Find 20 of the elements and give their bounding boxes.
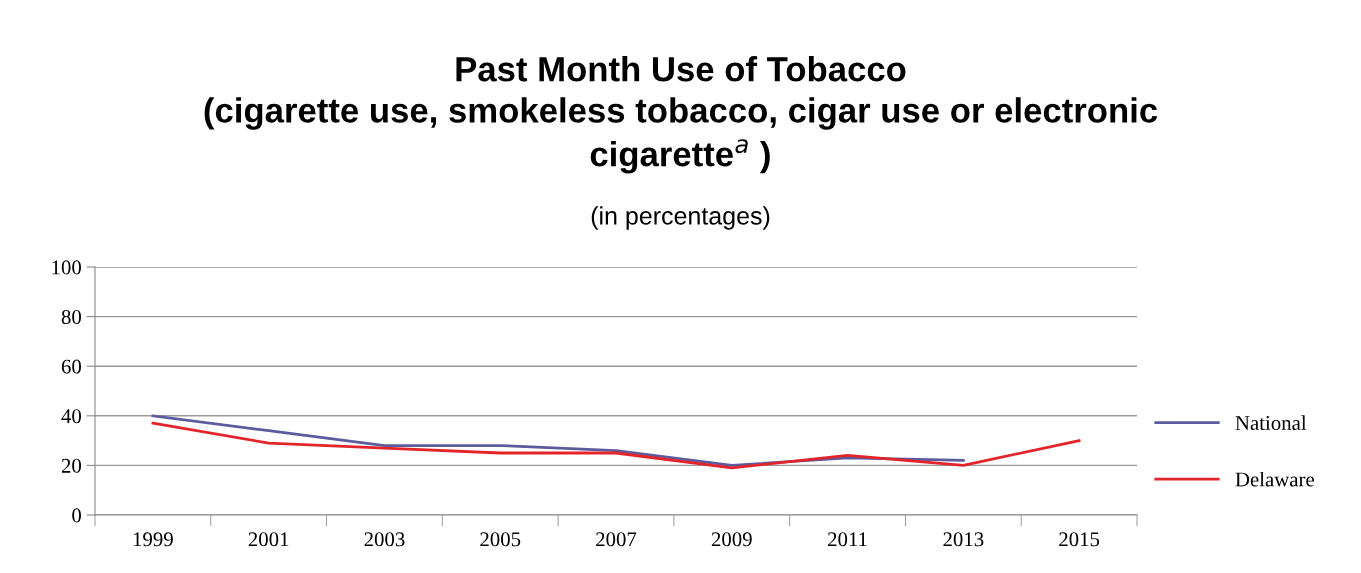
x-tick-label: 2001 (248, 532, 289, 547)
x-tick-label: 2013 (943, 532, 984, 547)
x-tick-label: 2005 (480, 532, 521, 547)
x-tick-label: 2003 (364, 532, 405, 547)
x-tick-label: 2015 (1059, 532, 1100, 547)
y-tick-label: 0 (72, 508, 82, 523)
chart-title: Past Month Use of Tobacco (cigarette use, smokeless tobacco, cigar use or electronic cigarette$^{a}$ ) (204, 56, 1158, 174)
legend-label: Delaware (1235, 471, 1314, 487)
x-tick-label: 2007 (596, 532, 637, 547)
chart-subtitle: (in percentages) (591, 206, 770, 230)
y-tick-label: 20 (61, 458, 82, 473)
y-tick-label: 60 (61, 359, 82, 374)
legend-label: National (1235, 415, 1307, 431)
line-series (151, 421, 1081, 470)
y-tick-label: 40 (61, 409, 82, 424)
y-tick-label: 80 (61, 309, 82, 325)
y-tick-label: 100 (52, 260, 82, 275)
x-tick-label: 2009 (711, 532, 752, 547)
x-tick-label: 1999 (133, 532, 173, 547)
x-tick-label: 2011 (828, 532, 867, 547)
